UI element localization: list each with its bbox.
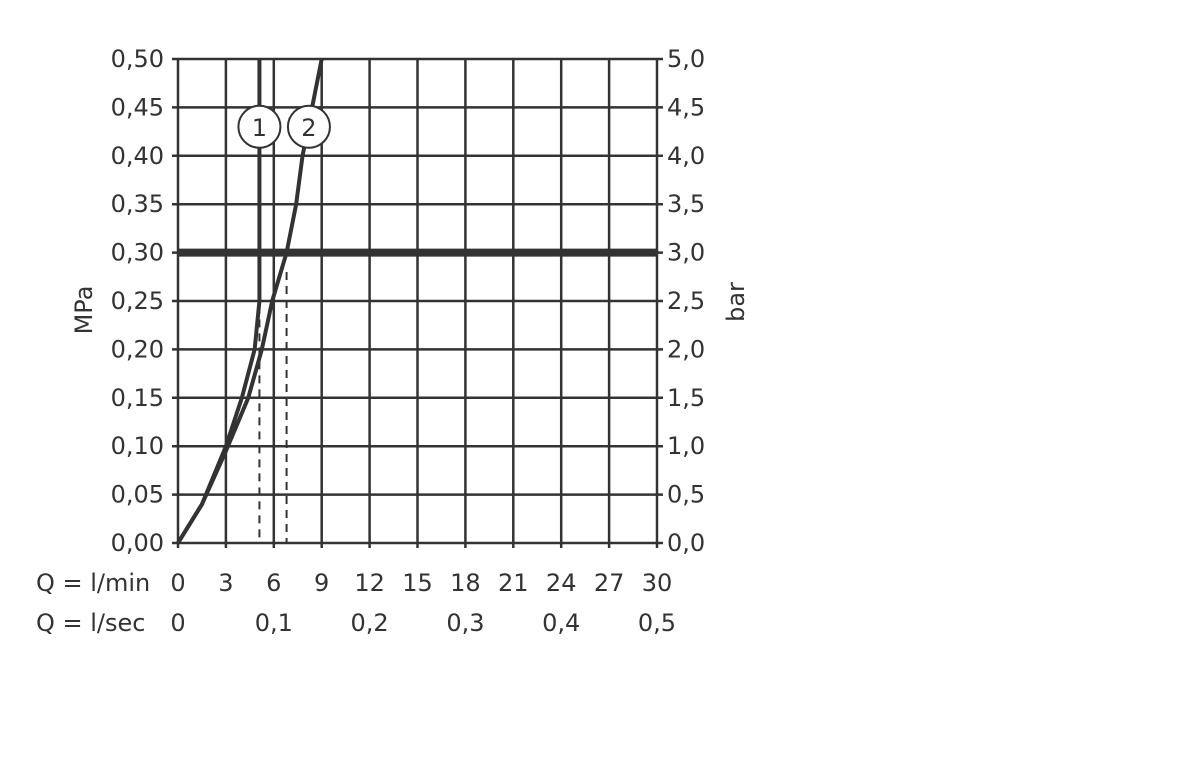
- x2-tick-label: 0,3: [446, 609, 484, 637]
- x-tick-label: 6: [266, 569, 281, 597]
- y-right-tick-label: 0,0: [667, 529, 705, 557]
- y-left-tick-label: 0,25: [111, 287, 164, 315]
- y-right-tick-label: 5,0: [667, 45, 705, 73]
- x-tick-label: 18: [450, 569, 481, 597]
- series-2-label-circle: [286, 104, 331, 149]
- x-tick-label: 0: [170, 569, 185, 597]
- y-left-tick-label: 0,50: [111, 45, 164, 73]
- x-tick-label: 12: [354, 569, 385, 597]
- x2-tick-label: 0,1: [255, 609, 293, 637]
- series-1-label: 1: [252, 114, 267, 142]
- x-tick-label: 21: [498, 569, 529, 597]
- y-left-tick-label: 0,00: [111, 529, 164, 557]
- series-1-label-circle: [237, 104, 282, 149]
- tick-labels: 0 3 6 9 12 15 18 21 24 27 300 0,1 0,2 0,3 0,4 0,50,00 0,…: [111, 45, 706, 637]
- x-tick-label: 27: [594, 569, 625, 597]
- y-left-tick-label: 0,35: [111, 190, 164, 218]
- x-tick-label: 9: [314, 569, 329, 597]
- y-left-tick-label: 0,40: [111, 142, 164, 170]
- x2-tick-label: 0,2: [351, 609, 389, 637]
- y-right-tick-label: 1,0: [667, 432, 705, 460]
- x2-tick-label: 0,4: [542, 609, 580, 637]
- y-right-tick-label: 2,0: [667, 335, 705, 363]
- x-axis-label-lsec: Q = l/sec: [36, 609, 145, 637]
- x2-tick-label: 0: [170, 609, 185, 637]
- y-right-tick-label: 2,5: [667, 287, 705, 315]
- y-right-tick-label: 4,5: [667, 93, 705, 121]
- series-2-label: 2: [301, 114, 316, 142]
- y-left-tick-label: 0,05: [111, 481, 164, 509]
- x2-tick-label: 0,5: [638, 609, 676, 637]
- y-right-tick-label: 3,0: [667, 239, 705, 267]
- y-left-tick-label: 0,10: [111, 432, 164, 460]
- y-left-tick-label: 0,30: [111, 239, 164, 267]
- y-right-tick-label: 4,0: [667, 142, 705, 170]
- y-axis-label-left: MPa: [70, 286, 98, 335]
- y-left-tick-label: 0,20: [111, 335, 164, 363]
- y-left-tick-label: 0,45: [111, 93, 164, 121]
- y-right-tick-label: 3,5: [667, 190, 705, 218]
- x-tick-label: 3: [218, 569, 233, 597]
- y-right-tick-label: 0,5: [667, 481, 705, 509]
- x-axis-label-lmin: Q = l/min: [36, 569, 150, 597]
- x-tick-label: 30: [642, 569, 673, 597]
- y-left-tick-label: 0,15: [111, 384, 164, 412]
- y-axis-label-right: bar: [722, 282, 750, 322]
- y-right-tick-label: 1,5: [667, 384, 705, 412]
- x-tick-label: 15: [402, 569, 433, 597]
- x-tick-label: 24: [546, 569, 577, 597]
